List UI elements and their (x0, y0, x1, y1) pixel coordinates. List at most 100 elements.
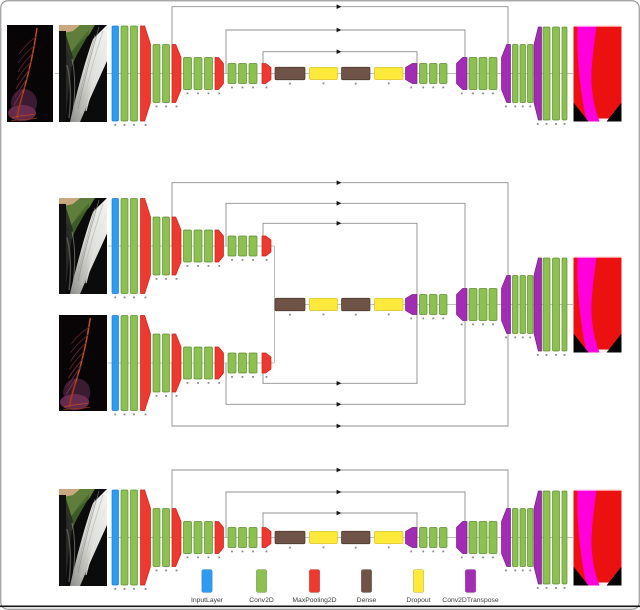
legend-label-dropout: Dropout (406, 597, 430, 604)
dropout-block (374, 531, 404, 544)
maxpooling2d-block (214, 521, 224, 554)
panel-bottom-single-input (59, 467, 622, 590)
layer-size-label (123, 124, 126, 126)
layer-size-label (155, 105, 158, 108)
conv2d-block (478, 288, 488, 321)
legend-label-dense: Dense (357, 597, 377, 604)
layer-size-label (432, 86, 435, 89)
layer-size-label (289, 82, 291, 85)
dense-block (341, 66, 371, 81)
layer-size-label (563, 123, 566, 125)
layer-size-label (133, 296, 135, 299)
input-image-vein (59, 315, 107, 411)
layer-size-label (482, 323, 484, 326)
layer-size-label (123, 413, 126, 416)
input-image-leaf (59, 198, 107, 294)
conv2d-block (429, 63, 438, 84)
layer-size-label (521, 336, 524, 339)
layer-size-label (218, 265, 221, 267)
layer-size-label (133, 124, 135, 126)
layer-size-label (155, 278, 158, 280)
layer-size-label (529, 336, 532, 339)
conv2d-block (478, 57, 488, 90)
layer-size-label (432, 317, 435, 320)
maxpooling2d-block (214, 229, 224, 263)
layer-size-label (482, 556, 484, 559)
layer-size-label (231, 259, 233, 261)
inputlayer-block (111, 25, 119, 122)
layer-size-label (175, 105, 178, 108)
layer-size-label (165, 278, 167, 280)
dropout-block (309, 67, 338, 80)
conv2d-block (468, 288, 478, 321)
layer-size-label (529, 569, 532, 572)
inputlayer-block (111, 489, 119, 586)
conv2d-block (120, 25, 129, 122)
layer-size-label (241, 259, 244, 261)
layer-size-label (492, 323, 494, 326)
skip-connection-line (225, 29, 466, 74)
conv2d-block (152, 44, 161, 103)
conv2d-block (512, 275, 519, 334)
conv2d-block (519, 44, 526, 103)
layer-size-label (265, 550, 268, 553)
layer-size-label (387, 82, 390, 85)
layer-size-label (289, 546, 291, 549)
conv2d-block (527, 275, 534, 334)
layer-size-label (536, 354, 539, 356)
conv2d-block (130, 198, 138, 294)
layer-size-label (186, 382, 189, 384)
conv2d-block (183, 346, 192, 380)
legend-swatch-dropout (412, 569, 425, 593)
layer-size-label (197, 556, 199, 559)
arrow-right-icon (336, 402, 342, 407)
conv2d-block (419, 294, 428, 315)
legend-item-inputlayer: InputLayer (191, 569, 224, 604)
conv2dtranspose-block (405, 294, 418, 315)
layer-size-label (252, 86, 254, 89)
conv2dtranspose-block (456, 57, 468, 90)
conv2d-block (227, 235, 237, 257)
conv2d-block (204, 57, 213, 90)
legend-swatch-maxpooling2d (308, 569, 321, 593)
layer-size-label (521, 105, 524, 108)
arrow-right-icon (336, 467, 342, 473)
layer-size-label (252, 376, 254, 378)
layer-size-label (175, 395, 178, 397)
layer-size-label (144, 124, 147, 126)
arrow-right-icon (336, 423, 342, 429)
conv2d-block (519, 275, 526, 334)
layer-size-label (354, 82, 357, 85)
conv2d-block (561, 26, 568, 121)
conv2dtranspose-block (456, 288, 468, 321)
conv2d-block (193, 229, 203, 263)
dropout-block (309, 298, 338, 311)
layer-size-label (252, 550, 254, 553)
layer-size-label (410, 86, 413, 89)
conv2d-block (439, 527, 448, 548)
layer-size-label (460, 556, 463, 559)
conv2d-block (183, 521, 192, 554)
layer-size-label (410, 550, 413, 553)
layer-size-label (563, 354, 566, 356)
legend-item-dropout: Dropout (406, 569, 431, 604)
conv2d-block (162, 44, 170, 103)
conv2d-block (193, 521, 203, 554)
layer-size-label (529, 105, 532, 108)
conv2d-block (130, 489, 138, 586)
input-image-leaf (59, 25, 107, 122)
conv2d-block (130, 25, 138, 122)
conv2d-block (130, 315, 138, 411)
input-image-vein (7, 25, 53, 122)
conv2d-block (120, 198, 129, 294)
arrow-right-icon (336, 221, 342, 226)
layer-size-label (442, 317, 445, 320)
conv2d-block (204, 229, 213, 263)
layer-size-label (514, 105, 517, 108)
layer-size-label (218, 382, 221, 384)
conv2d-block (439, 63, 448, 84)
conv2d-block (561, 490, 568, 585)
conv2dtranspose-block (405, 63, 418, 84)
output-image-mask (573, 25, 622, 122)
